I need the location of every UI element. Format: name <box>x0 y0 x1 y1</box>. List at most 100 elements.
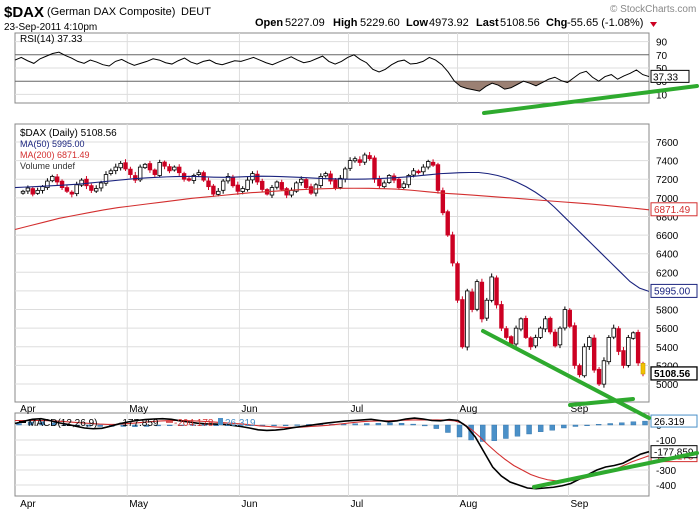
price-y-tick-label: 6200 <box>656 268 679 279</box>
candle-body <box>411 170 416 176</box>
chart-datetime: 23-Sep-2011 4:10pm <box>4 22 97 33</box>
candle-body <box>211 185 216 195</box>
macd-histogram-bar <box>433 424 440 429</box>
candle-body <box>518 318 524 330</box>
chart-symbol: $DAX <box>4 4 44 21</box>
rsi-y-tick-label: 70 <box>656 51 668 62</box>
candle-body <box>177 166 182 174</box>
rsi-y-tick-label: 50 <box>656 64 668 75</box>
candle-body <box>416 170 421 174</box>
x-tick-label: Sep <box>570 404 588 415</box>
candle-body <box>84 178 89 187</box>
x-tick-label: Aug <box>460 404 478 415</box>
grid-layer <box>15 33 649 496</box>
candle-body <box>123 162 128 170</box>
candle-body <box>162 161 167 167</box>
candle-body <box>137 166 143 181</box>
macd-histogram-bar <box>16 423 22 426</box>
candle-body <box>142 163 148 169</box>
candle-body <box>352 158 358 162</box>
candle-body <box>440 190 446 214</box>
candle-body <box>494 277 499 306</box>
macd-histogram-bar <box>155 424 161 427</box>
x-tick-label: May <box>129 404 148 415</box>
hist-last-value: 26.319 <box>654 417 685 428</box>
candle-body <box>421 166 426 173</box>
macd-histogram-bar <box>480 424 486 442</box>
macd-histogram-bar <box>595 424 602 426</box>
candle-body <box>40 186 45 191</box>
candle-body <box>98 182 104 189</box>
candle-body <box>274 181 280 188</box>
candle-body <box>94 188 99 192</box>
macd-histogram-bar <box>294 424 300 426</box>
macd-y-tick-label: -400 <box>656 481 676 492</box>
candle-body <box>64 187 70 192</box>
candle-body <box>308 186 314 194</box>
hist-value: 26.319 <box>225 418 256 429</box>
ma200-line <box>14 187 650 231</box>
x-tick-label: Jun <box>241 499 257 510</box>
macd-histogram-bar <box>514 424 521 437</box>
copyright-watermark: © StockCharts.com <box>610 4 696 15</box>
candle-body <box>113 166 118 172</box>
low-label: Low <box>406 17 428 29</box>
candle-body <box>240 188 245 192</box>
macd-histogram-bar <box>619 422 625 426</box>
ma200-last-value: 6871.49 <box>654 205 691 216</box>
candle-body <box>338 177 343 188</box>
price-y-tick-label: 6400 <box>656 250 679 261</box>
signal-value: -204.178 <box>174 418 214 429</box>
macd-histogram-bar <box>178 424 184 427</box>
price-label: $DAX (Daily) 5108.56 <box>20 128 117 139</box>
x-tick-label: Jun <box>241 404 257 415</box>
macd-y-tick-label: -300 <box>656 466 676 477</box>
ma50-last-value: 5995.00 <box>654 286 691 297</box>
candle-body <box>230 176 236 187</box>
rsi-layer <box>14 51 650 92</box>
macd-last-value: -177.859 <box>654 448 694 459</box>
macd-histogram-bar <box>39 421 45 426</box>
candle-body <box>343 168 348 180</box>
chart-exchange: DEUT <box>181 6 211 18</box>
price-y-tick-label: 7600 <box>656 138 679 149</box>
candle-body <box>616 328 621 352</box>
candle-body <box>401 183 406 188</box>
macd-histogram-bar <box>422 424 428 427</box>
last-label: Last <box>476 17 499 29</box>
candle-body <box>54 176 60 183</box>
macd-histogram-bar <box>607 423 613 426</box>
macd-histogram-bar <box>503 424 509 439</box>
chg-value: -55.65 (-1.08%) <box>567 17 643 29</box>
macd-value: -177.859 <box>119 418 159 429</box>
candle-body <box>118 162 123 169</box>
chg-down-arrow-icon <box>650 22 657 27</box>
x-tick-label: Aug <box>460 499 478 510</box>
macd-histogram-bar <box>642 420 648 426</box>
price-y-tick-label: 6600 <box>656 231 679 242</box>
candle-body <box>69 191 75 195</box>
rsi-y-tick-label: 90 <box>656 38 668 49</box>
candle-body <box>601 360 607 385</box>
price-y-tick-label: 7400 <box>656 157 679 168</box>
candle-body <box>479 281 485 320</box>
candle-body <box>260 180 265 190</box>
candle-body <box>45 180 50 188</box>
candle-body <box>621 350 626 366</box>
candle-body <box>425 161 431 168</box>
candle-body <box>377 178 382 187</box>
candle-body <box>79 179 84 186</box>
candle-body <box>552 331 558 347</box>
candle-body <box>533 337 538 347</box>
macd-y-tick-label: -100 <box>656 436 676 447</box>
candle-body <box>245 179 250 190</box>
candle-body <box>587 337 592 347</box>
volume-legend: Volume undef <box>20 161 76 171</box>
candle-body <box>74 184 79 195</box>
rsi-last-box <box>650 69 690 83</box>
candle-body <box>582 346 587 377</box>
macd-histogram-bar <box>387 422 393 426</box>
candle-body <box>543 318 548 330</box>
ma200-legend: MA(200) 6871.49 <box>20 150 90 160</box>
